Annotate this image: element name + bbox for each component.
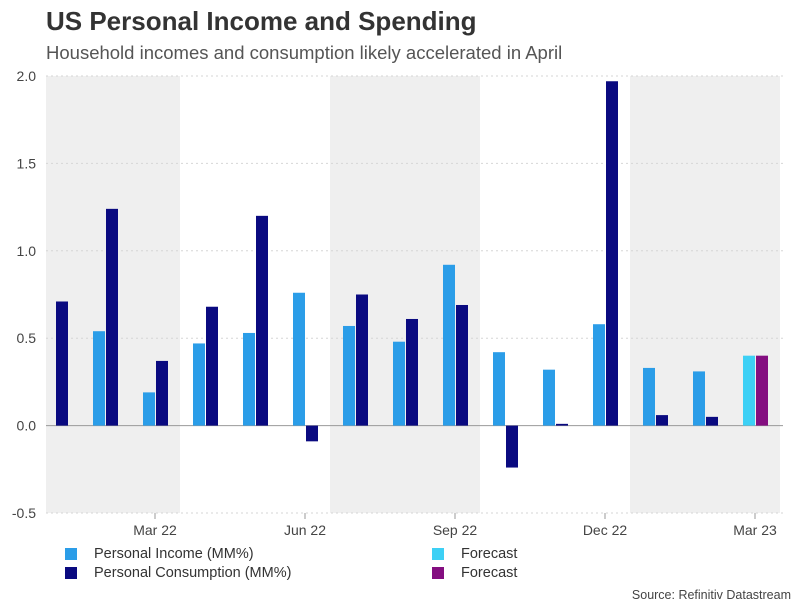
consumption-bar: [206, 306, 218, 426]
income-bar: [293, 292, 305, 426]
legend-left: Personal Income (MM%) Personal Consumpti…: [65, 544, 291, 582]
income-bar: [143, 392, 155, 426]
consumption-bar: [106, 208, 118, 426]
consumption-bar: [556, 423, 568, 426]
consumption-bar: [506, 425, 518, 468]
legend-label-forecast-income: Forecast: [461, 545, 518, 562]
x-tick-label: Dec 22: [583, 522, 628, 538]
x-tick-label: Sep 22: [433, 522, 478, 538]
shaded-quarter-2: [630, 76, 780, 513]
x-tick-label: Mar 22: [133, 522, 177, 538]
legend-item-forecast-income: Forecast: [432, 544, 517, 563]
income-bar: [593, 324, 605, 426]
y-axis: -0.5 0.0 0.5 1.0 1.5 2.0: [12, 68, 36, 521]
income-bar: [343, 325, 355, 426]
chart-title: US Personal Income and Spending: [46, 6, 477, 36]
income-bar: [443, 264, 455, 426]
consumption-bar: [356, 294, 368, 426]
x-tick-label: Mar 23: [733, 522, 777, 538]
forecast-income-bar: [743, 355, 755, 426]
legend-item-income: Personal Income (MM%): [65, 544, 291, 563]
consumption-bar: [656, 415, 668, 426]
consumption-bar: [156, 360, 168, 426]
legend-swatch-forecast-consumption: [432, 566, 444, 579]
legend-swatch-consumption: [65, 566, 77, 579]
income-bar: [493, 352, 505, 426]
consumption-bar: [256, 215, 268, 426]
consumption-bar: [56, 301, 68, 426]
legend-label-consumption: Personal Consumption (MM%): [94, 564, 292, 581]
x-tick-label: Jun 22: [284, 522, 326, 538]
consumption-bar: [606, 81, 618, 426]
y-tick-label: 0.5: [17, 330, 37, 346]
income-bar: [243, 332, 255, 426]
bars: [56, 81, 768, 468]
consumption-bar: [406, 318, 418, 426]
income-bar: [693, 371, 705, 426]
income-bar: [643, 367, 655, 426]
legend-right: Forecast Forecast: [432, 544, 517, 582]
consumption-bar: [306, 425, 318, 442]
y-tick-label: 1.0: [17, 243, 37, 259]
y-tick-label: 1.5: [17, 155, 37, 171]
income-bar: [543, 369, 555, 426]
consumption-bar: [706, 416, 718, 426]
income-bar: [93, 331, 105, 426]
forecast-consumption-bar: [756, 355, 768, 426]
y-tick-label: -0.5: [12, 505, 36, 521]
source-note: Source: Refinitiv Datastream: [631, 588, 791, 602]
chart-subtitle: Household incomes and consumption likely…: [46, 42, 563, 63]
legend-item-consumption: Personal Consumption (MM%): [65, 563, 291, 582]
quarter-shading: [46, 76, 780, 513]
x-axis: Mar 22 Jun 22 Sep 22 Dec 22 Mar 23: [133, 513, 777, 538]
legend-swatch-income: [65, 547, 77, 560]
legend-label-forecast-consumption: Forecast: [461, 564, 518, 581]
legend-item-forecast-consumption: Forecast: [432, 563, 517, 582]
income-bar: [393, 341, 405, 426]
shaded-quarter-1: [330, 76, 480, 513]
income-bar: [193, 343, 205, 426]
y-tick-label: 2.0: [17, 68, 37, 84]
legend-label-income: Personal Income (MM%): [94, 545, 254, 562]
y-tick-label: 0.0: [17, 418, 37, 434]
legend-swatch-forecast-income: [432, 547, 444, 560]
consumption-bar: [456, 304, 468, 426]
